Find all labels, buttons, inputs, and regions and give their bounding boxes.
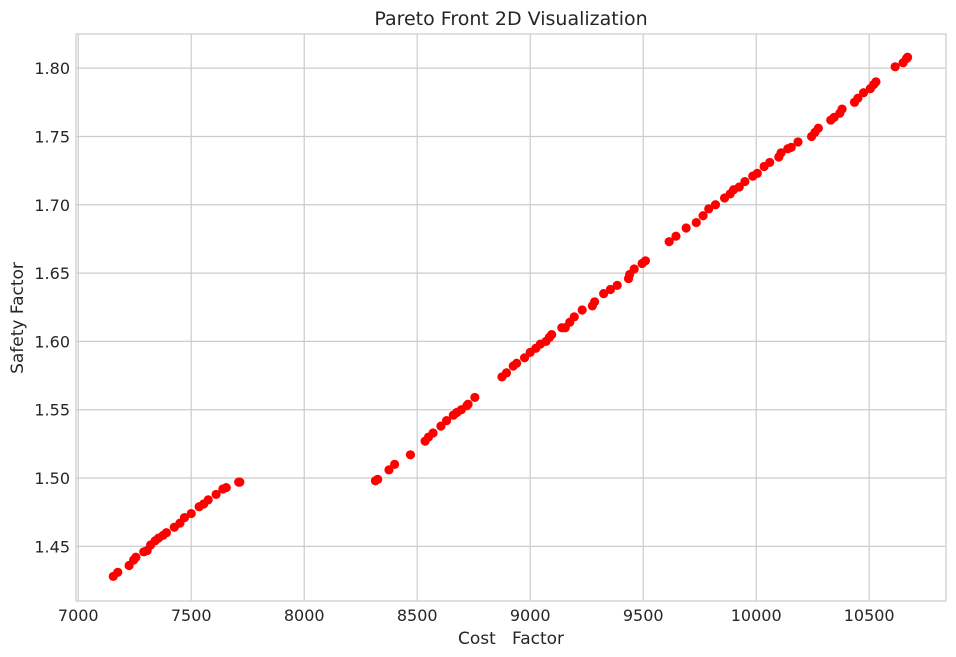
y-tick-label: 1.50	[34, 469, 70, 488]
data-point	[436, 421, 446, 431]
data-point	[793, 137, 803, 147]
data-point	[740, 176, 750, 187]
data-point	[599, 288, 609, 299]
chart-title: Pareto Front 2D Visualization	[374, 8, 647, 30]
data-point	[871, 77, 881, 87]
data-point	[569, 312, 579, 322]
y-axis-label: Safety Factor	[8, 262, 28, 374]
data-point	[698, 211, 708, 221]
data-point	[577, 305, 587, 315]
data-point	[221, 483, 231, 493]
data-point	[765, 157, 775, 168]
data-point	[547, 329, 557, 340]
data-point	[441, 416, 452, 426]
x-tick-label: 7500	[171, 606, 212, 625]
data-point	[179, 513, 190, 523]
data-point	[837, 104, 847, 114]
y-tick-label: 1.75	[34, 127, 70, 146]
y-tick-labels: 1.45 1.50 1.55 1.60 1.65 1.70 1.75 1.80	[34, 59, 70, 556]
y-tick-label: 1.65	[34, 264, 70, 283]
data-point	[590, 297, 600, 307]
data-point	[390, 459, 400, 469]
data-point	[384, 465, 394, 475]
data-point	[501, 368, 512, 378]
y-tick-label: 1.70	[34, 196, 70, 215]
x-axis-label: Cost Factor	[458, 629, 564, 649]
data-point	[813, 123, 823, 133]
data-point	[776, 148, 786, 158]
data-point	[428, 428, 438, 438]
y-tick-label: 1.45	[34, 537, 70, 556]
data-points	[108, 52, 913, 582]
data-point	[681, 223, 691, 233]
data-point	[691, 217, 701, 228]
data-point	[203, 495, 213, 505]
data-point	[734, 182, 744, 192]
data-point	[113, 567, 123, 577]
data-point	[519, 353, 530, 363]
data-point	[858, 88, 869, 98]
x-tick-label: 8500	[397, 606, 438, 625]
data-point	[671, 231, 681, 241]
data-point	[710, 200, 721, 210]
x-tick-label: 9000	[510, 606, 551, 625]
data-point	[161, 528, 171, 538]
data-point	[512, 358, 522, 368]
data-point	[752, 168, 762, 178]
y-tick-label: 1.55	[34, 401, 70, 420]
data-point	[470, 392, 480, 403]
x-tick-label: 10500	[844, 606, 895, 625]
y-tick-label: 1.80	[34, 59, 70, 78]
data-point	[640, 256, 651, 266]
x-tick-label: 8000	[284, 606, 325, 625]
data-point	[373, 474, 383, 485]
data-point	[235, 477, 245, 487]
x-tick-labels: 7000 7500 8000 8500 9000 9500 10000 10500	[58, 606, 895, 625]
data-point	[704, 204, 714, 214]
data-point	[186, 508, 196, 519]
grid	[76, 34, 946, 601]
data-point	[853, 93, 863, 103]
data-point	[902, 52, 913, 62]
x-tick-label: 7000	[58, 606, 99, 625]
data-point	[890, 62, 900, 72]
data-point	[463, 399, 473, 409]
data-point	[131, 552, 141, 562]
data-point	[211, 489, 221, 500]
data-point	[405, 450, 416, 460]
data-point	[605, 284, 616, 295]
data-point	[629, 264, 639, 274]
y-tick-label: 1.60	[34, 332, 70, 351]
data-point	[612, 280, 622, 290]
x-tick-label: 10000	[731, 606, 782, 625]
data-point	[664, 237, 674, 247]
data-point	[786, 142, 796, 152]
x-tick-label: 9500	[623, 606, 664, 625]
plot-frame	[75, 33, 947, 602]
